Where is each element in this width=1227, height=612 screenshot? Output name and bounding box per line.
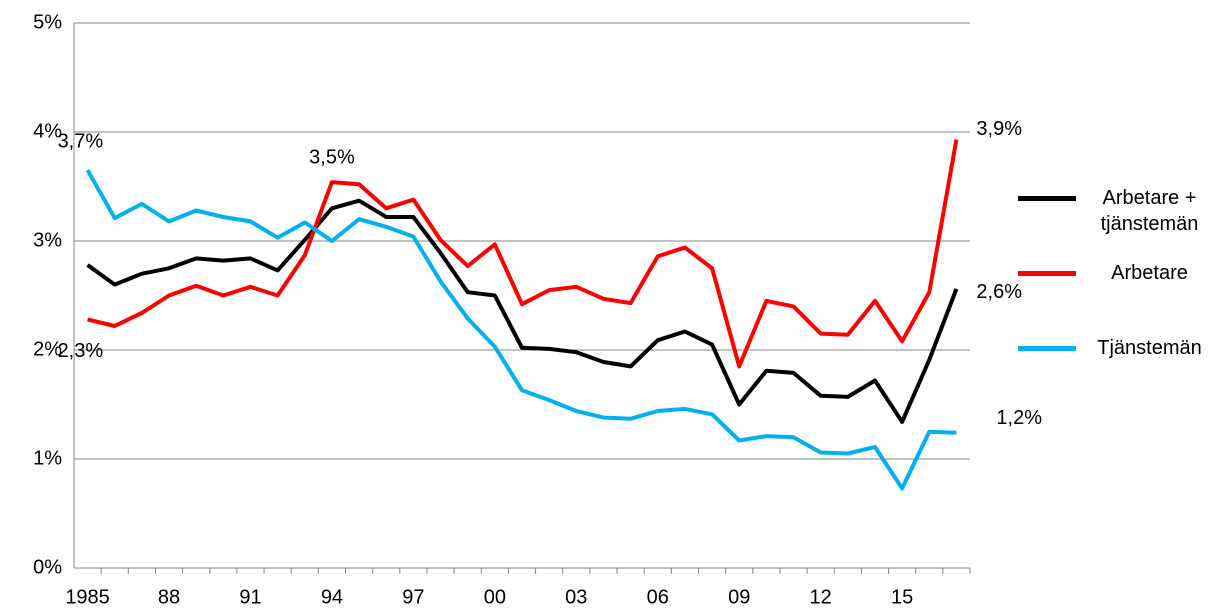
legend-label: Tjänstemän (1097, 337, 1202, 359)
data-label: 3,7% (58, 130, 104, 152)
legend-label: Arbetare (1111, 262, 1188, 284)
x-tick-label: 97 (402, 586, 424, 608)
legend-swatch (1018, 346, 1076, 351)
data-label: 3,5% (309, 146, 355, 168)
legend-item: Arbetare (1018, 260, 1217, 286)
data-label: 2,6% (976, 281, 1022, 303)
y-tick-label: 1% (33, 447, 62, 469)
x-tick-label: 03 (565, 586, 587, 608)
series-line (87, 139, 959, 369)
y-tick-label: 3% (33, 229, 62, 251)
x-tick-label: 12 (810, 586, 832, 608)
y-tick-label: 2% (33, 338, 62, 360)
x-tick-label: 1985 (65, 586, 110, 608)
x-tick-label: 15 (891, 586, 913, 608)
x-tick-label: 06 (647, 586, 669, 608)
legend-item: Arbetare + tjänstemän (1018, 185, 1217, 237)
x-tick-label: 00 (484, 586, 506, 608)
y-tick-label: 0% (33, 556, 62, 578)
y-tick-label: 4% (33, 120, 62, 142)
x-tick-label: 88 (158, 586, 180, 608)
x-tick-label: 09 (728, 586, 750, 608)
x-tick-label: 91 (239, 586, 261, 608)
series-line (85, 169, 957, 491)
data-label: 2,3% (58, 340, 104, 362)
x-tick-label: 94 (321, 586, 343, 608)
legend-swatch (1018, 196, 1076, 201)
series-line (86, 198, 959, 424)
data-label: 3,9% (976, 118, 1022, 140)
legend-item: Tjänstemän (1018, 335, 1217, 361)
data-label: 1,2% (996, 407, 1042, 429)
legend-swatch (1018, 271, 1076, 276)
y-tick-label: 5% (33, 11, 62, 33)
legend-label: Arbetare + tjänstemän (1100, 187, 1199, 235)
